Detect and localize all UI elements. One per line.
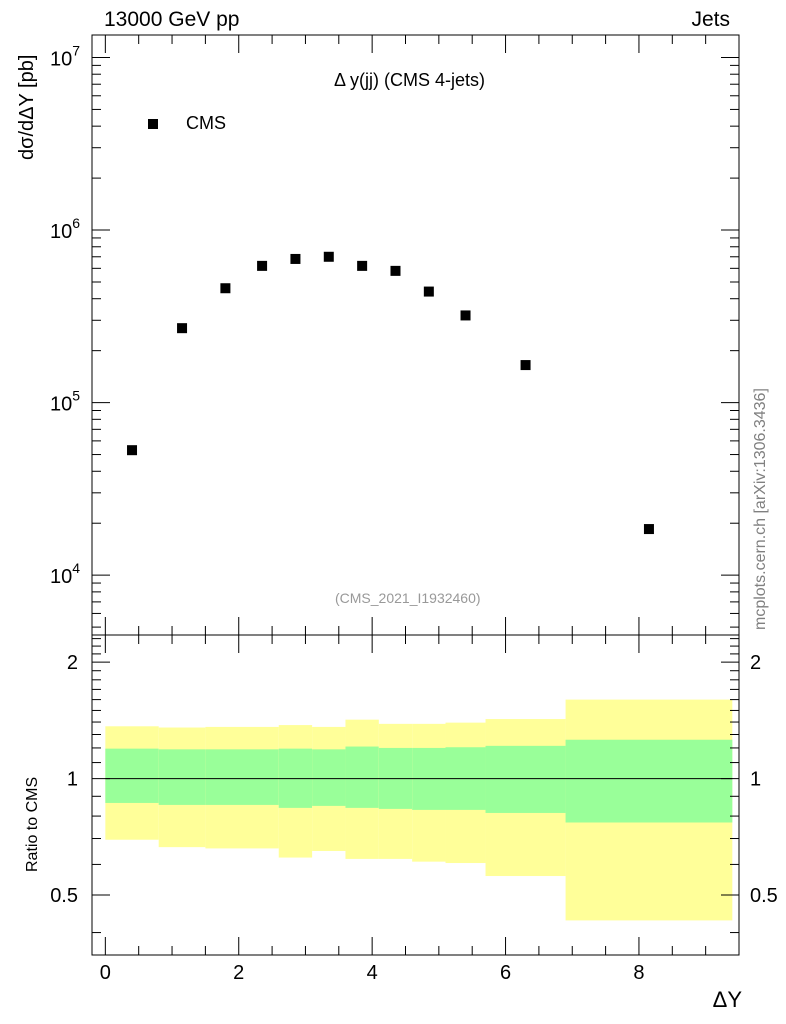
data-point [127, 445, 138, 456]
ratio-y-tick-label-right: 2 [750, 652, 761, 674]
data-point [257, 260, 268, 271]
x-tick-label: 4 [367, 962, 378, 984]
data-point [357, 260, 368, 271]
axis-ticks [92, 35, 740, 955]
ratio-inner-band-1 [158, 749, 206, 805]
ratio-y-tick-label-right: 0.5 [750, 885, 778, 907]
main-y-tick-label: 105 [50, 388, 80, 416]
data-point [520, 360, 531, 371]
ratio-y-tick-label-left: 1 [67, 769, 78, 791]
x-tick-label: 0 [100, 962, 111, 984]
ratio-inner-band-10 [565, 739, 733, 823]
data-point [220, 283, 231, 294]
ratio-inner-band-4 [312, 749, 346, 806]
x-tick-label: 8 [633, 962, 644, 984]
data-point [290, 253, 301, 264]
ratio-bands [105, 699, 733, 921]
main-y-tick-label: 104 [50, 560, 80, 588]
data-point [323, 251, 334, 262]
ratio-inner-band-5 [345, 746, 379, 808]
ratio-plot-frame [91, 634, 740, 956]
legend-label-cms: CMS [186, 113, 226, 133]
data-point [177, 323, 188, 334]
tick-labels: 104 105 106 107 0.5 0.5 1 1 2 2 0 2 4 6 8 [50, 42, 778, 984]
ratio-y-tick-label-right: 1 [750, 769, 761, 791]
ratio-inner-band-2 [205, 749, 279, 805]
data-point [390, 265, 401, 276]
collision-energy-label: 13000 GeV pp [104, 8, 240, 31]
ratio-inner-band-9 [485, 745, 566, 813]
data-points [127, 251, 654, 535]
data-point [643, 524, 654, 535]
plot-title: Δ y(jj) (CMS 4-jets) [334, 70, 486, 90]
analysis-id-label: (CMS_2021_I1932460) [335, 590, 481, 606]
data-point [460, 310, 471, 321]
x-tick-label: 6 [500, 962, 511, 984]
ratio-inner-band-0 [105, 748, 159, 803]
main-plot-frame [91, 34, 740, 636]
legend-marker-cms [148, 119, 158, 129]
ratio-y-tick-label-left: 0.5 [50, 885, 78, 907]
main-y-tick-label: 107 [50, 42, 80, 70]
data-point [423, 286, 434, 297]
main-y-tick-label: 106 [50, 215, 80, 243]
ratio-y-tick-label-left: 2 [67, 652, 78, 674]
x-tick-label: 2 [233, 962, 244, 984]
process-label: Jets [691, 8, 730, 31]
x-axis-label: ΔY [712, 987, 742, 1012]
